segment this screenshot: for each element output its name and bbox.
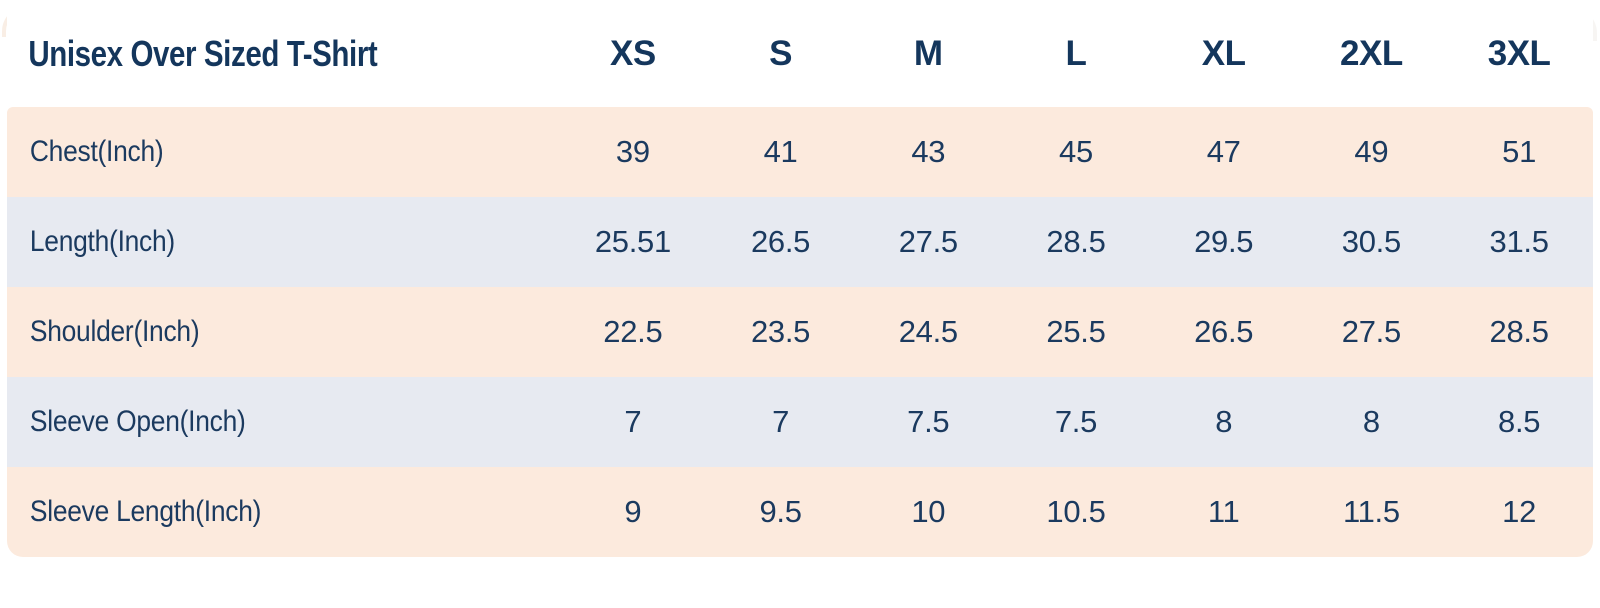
size-header-2xl: 2XL — [1297, 0, 1446, 107]
cell-value: 27.5 — [854, 197, 1003, 287]
cell-value: 49 — [1297, 107, 1446, 197]
cell-value: 10.5 — [1002, 467, 1150, 557]
row-label: Shoulder(Inch) — [7, 287, 559, 377]
row-label: Sleeve Length(Inch) — [7, 467, 559, 557]
cell-value: 31.5 — [1445, 197, 1593, 287]
cell-value: 45 — [1002, 107, 1150, 197]
cell-value: 30.5 — [1297, 197, 1446, 287]
cell-value: 25.51 — [559, 197, 707, 287]
size-header-l: L — [1002, 0, 1150, 107]
cell-value: 7 — [706, 377, 855, 467]
row-label-text: Chest(Inch) — [29, 135, 164, 168]
table-row-sleeve-length: Sleeve Length(Inch) 9 9.5 10 10.5 11 11.… — [7, 467, 1593, 557]
row-label-text: Length(Inch) — [29, 225, 175, 258]
cell-value: 41 — [706, 107, 855, 197]
cell-value: 51 — [1445, 107, 1593, 197]
cell-value: 43 — [854, 107, 1003, 197]
cell-value: 24.5 — [854, 287, 1003, 377]
cell-value: 23.5 — [706, 287, 855, 377]
cell-value: 9 — [559, 467, 707, 557]
size-chart-header: Unisex Over Sized T-Shirt XS S M L XL 2X… — [7, 0, 1593, 107]
table-row-length: Length(Inch) 25.51 26.5 27.5 28.5 29.5 3… — [7, 197, 1593, 287]
table-row-chest: Chest(Inch) 39 41 43 45 47 49 51 — [7, 107, 1593, 197]
page-title: Unisex Over Sized T-Shirt — [7, 0, 559, 107]
cell-value: 28.5 — [1445, 287, 1593, 377]
cell-value: 22.5 — [559, 287, 707, 377]
cell-value: 39 — [559, 107, 707, 197]
cell-value: 8 — [1297, 377, 1446, 467]
cell-value: 11.5 — [1297, 467, 1446, 557]
cell-value: 29.5 — [1149, 197, 1298, 287]
header-row: Unisex Over Sized T-Shirt XS S M L XL 2X… — [7, 0, 1593, 107]
table-row-sleeve-open: Sleeve Open(Inch) 7 7 7.5 7.5 8 8 8.5 — [7, 377, 1593, 467]
size-header-m: M — [854, 0, 1003, 107]
cell-value: 10 — [854, 467, 1003, 557]
cell-value: 7 — [559, 377, 707, 467]
cell-value: 26.5 — [706, 197, 855, 287]
size-header-xl: XL — [1149, 0, 1298, 107]
cell-value: 47 — [1149, 107, 1298, 197]
cell-value: 8 — [1149, 377, 1298, 467]
size-header-3xl: 3XL — [1445, 0, 1593, 107]
row-label: Length(Inch) — [7, 197, 559, 287]
cell-value: 8.5 — [1445, 377, 1593, 467]
cell-value: 7.5 — [1002, 377, 1150, 467]
row-label-text: Sleeve Open(Inch) — [29, 405, 246, 438]
size-header-s: S — [706, 0, 855, 107]
cell-value: 25.5 — [1002, 287, 1150, 377]
cell-value: 12 — [1445, 467, 1593, 557]
cell-value: 11 — [1149, 467, 1298, 557]
row-label-text: Sleeve Length(Inch) — [29, 495, 262, 528]
row-label: Sleeve Open(Inch) — [7, 377, 559, 467]
cell-value: 7.5 — [854, 377, 1003, 467]
size-chart-table: Unisex Over Sized T-Shirt XS S M L XL 2X… — [7, 0, 1593, 557]
row-label-text: Shoulder(Inch) — [29, 315, 200, 348]
cell-value: 26.5 — [1149, 287, 1298, 377]
cell-value: 27.5 — [1297, 287, 1446, 377]
size-header-xs: XS — [559, 0, 707, 107]
page-title-text: Unisex Over Sized T-Shirt — [28, 32, 378, 74]
row-label: Chest(Inch) — [7, 107, 559, 197]
table-row-shoulder: Shoulder(Inch) 22.5 23.5 24.5 25.5 26.5 … — [7, 287, 1593, 377]
cell-value: 9.5 — [706, 467, 855, 557]
cell-value: 28.5 — [1002, 197, 1150, 287]
size-chart-body: Chest(Inch) 39 41 43 45 47 49 51 Length(… — [7, 107, 1593, 557]
